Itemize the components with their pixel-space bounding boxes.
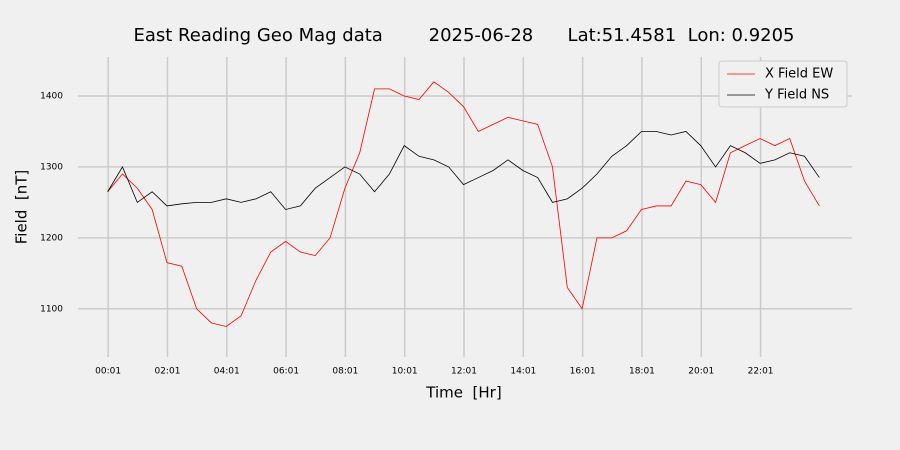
y-tick-label: 1100 <box>40 304 63 314</box>
data-line <box>107 81 820 327</box>
y-tick-label: 1400 <box>40 92 63 102</box>
x-tick-label: 10:01 <box>392 367 418 377</box>
y-tick-label: 1300 <box>40 162 63 172</box>
x-tick-label: 18:01 <box>629 367 655 377</box>
data-line <box>107 131 820 210</box>
x-tick-label: 02:01 <box>154 367 180 377</box>
x-tick-label: 12:01 <box>451 367 477 377</box>
y-axis-label: Field [nT] <box>13 170 31 245</box>
x-tick-label: 16:01 <box>570 367 596 377</box>
x-tick-label: 00:01 <box>95 367 121 377</box>
legend-label: X Field EW <box>765 67 833 82</box>
legend-label: Y Field NS <box>764 88 829 103</box>
x-axis-label: Time [Hr] <box>425 384 501 402</box>
x-tick-label: 22:01 <box>748 367 774 377</box>
x-tick-label: 14:01 <box>510 367 536 377</box>
x-tick-label: 04:01 <box>214 367 240 377</box>
x-tick-label: 20:01 <box>688 367 714 377</box>
x-tick-label: 08:01 <box>332 367 358 377</box>
x-tick-label: 06:01 <box>273 367 299 377</box>
y-tick-label: 1200 <box>40 233 63 243</box>
legend-box <box>718 60 848 108</box>
chart-title: East Reading Geo Mag data 2025-06-28 Lat… <box>133 25 794 46</box>
